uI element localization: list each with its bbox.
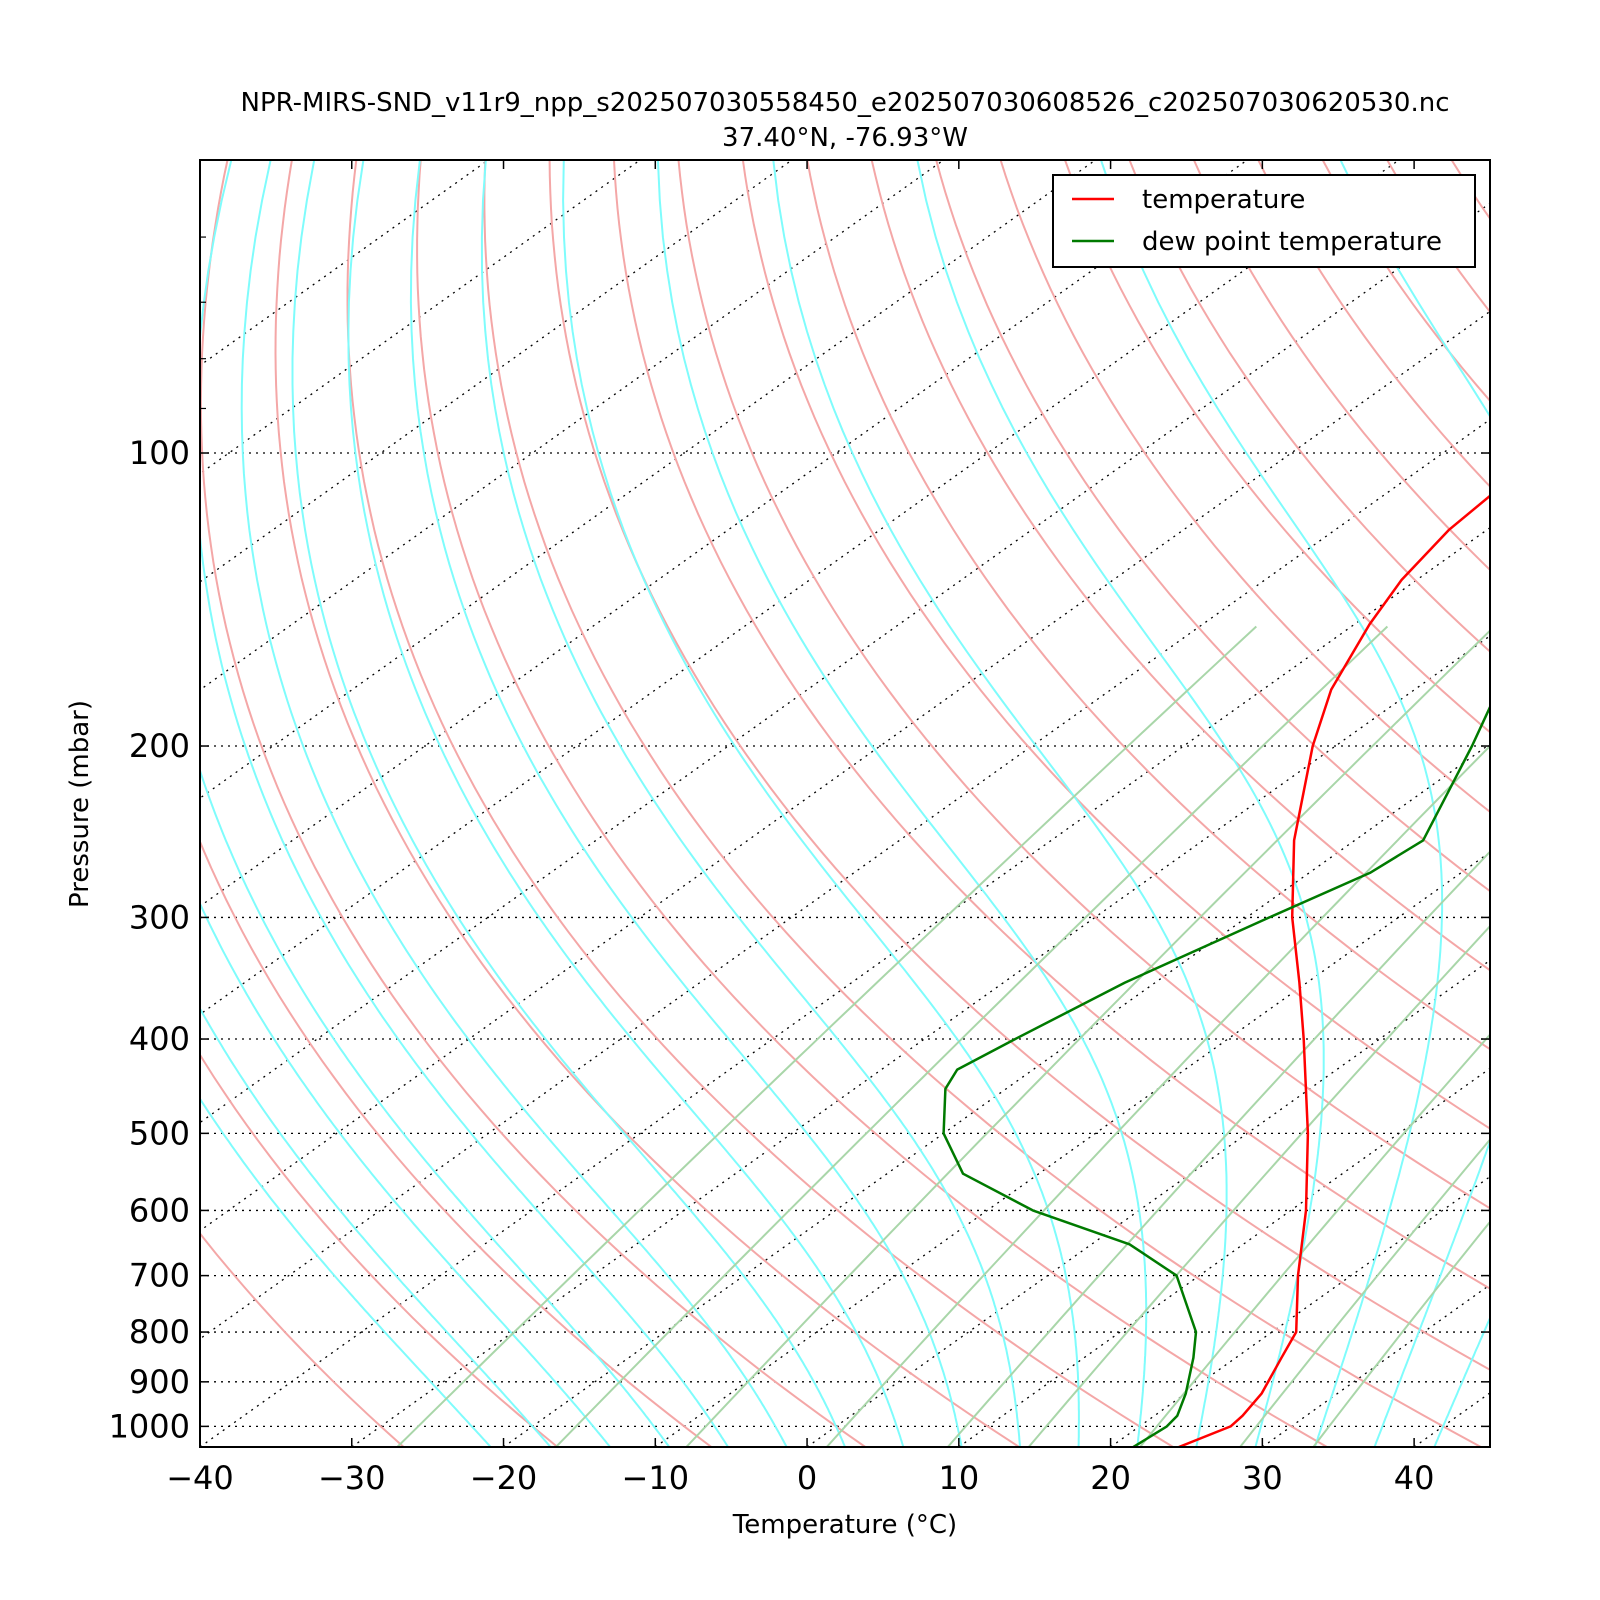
isotherm-line <box>200 160 1400 1016</box>
dry-adiabat-line <box>346 160 1174 1447</box>
dry-adiabat-line <box>806 160 1490 1051</box>
mixing-ratio-line <box>685 629 1490 1447</box>
isotherm-line <box>200 202 1490 1124</box>
moist-adiabat-line <box>1433 1315 1490 1447</box>
isotherm-line <box>200 160 944 691</box>
y-tick-label: 600 <box>129 1191 190 1229</box>
x-tick-label: 0 <box>797 1459 817 1497</box>
isotherm-line <box>200 160 641 475</box>
dewpoint-line <box>942 704 1490 1447</box>
moist-adiabat-line <box>291 160 846 1447</box>
mixing-ratio-line <box>1139 1033 1490 1447</box>
moist-adiabat-line <box>200 160 729 1447</box>
x-axis: −40 −30 −20 −10 0 10 20 30 40 <box>166 160 1434 1497</box>
temperature-line <box>1178 494 1490 1447</box>
dry-adiabats <box>200 160 1490 1447</box>
mixing-ratio-lines <box>396 625 1490 1447</box>
chart-subtitle: 37.40°N, -76.93°W <box>722 123 968 153</box>
dry-adiabat-line <box>1064 160 1490 734</box>
x-tick-label: 20 <box>1090 1459 1131 1497</box>
y-tick-label: 300 <box>129 898 190 936</box>
y-tick-label: 900 <box>129 1363 190 1401</box>
mixing-ratio-line <box>396 625 1257 1447</box>
x-tick-label: −10 <box>622 1459 690 1497</box>
dry-adiabat-line <box>200 160 866 1447</box>
moist-adiabat-line <box>916 160 1325 1447</box>
dry-adiabat-line <box>548 160 1490 1371</box>
moist-adiabat-line <box>200 1006 552 1447</box>
moist-adiabat-line <box>200 901 611 1447</box>
mixing-ratio-line <box>825 744 1490 1447</box>
dry-adiabat-line <box>999 160 1490 814</box>
y-axis-label: Pressure (mbar) <box>65 700 95 908</box>
moist-adiabat-line <box>562 160 1080 1447</box>
x-axis-label: Temperature (°C) <box>732 1510 957 1540</box>
dry-adiabat-line <box>1321 160 1490 403</box>
dry-adiabat-line <box>483 160 1482 1447</box>
dry-adiabat-line <box>741 160 1490 1130</box>
mixing-ratio-line <box>1239 1138 1490 1447</box>
dry-adiabat-line <box>935 160 1490 893</box>
dry-adiabat-line <box>200 1052 559 1447</box>
x-tick-label: −20 <box>470 1459 538 1497</box>
legend-box <box>1052 174 1476 268</box>
dry-adiabat-line <box>870 160 1490 972</box>
moist-adiabat-line <box>200 1097 492 1447</box>
moist-adiabat-line <box>772 160 1228 1447</box>
y-tick-label: 1000 <box>109 1407 190 1445</box>
dry-adiabat-line <box>1128 160 1490 653</box>
plot-frame <box>199 159 1491 1448</box>
legend: temperature dew point temperature <box>1052 174 1476 268</box>
moist-adiabat-line <box>1339 160 1490 1447</box>
dry-adiabat-line <box>274 160 1020 1447</box>
y-tick-label: 800 <box>129 1313 190 1351</box>
mixing-ratio-line <box>1027 924 1490 1447</box>
moist-adiabat-line <box>240 160 788 1447</box>
dry-adiabat-line <box>416 160 1328 1447</box>
mixing-ratio-line <box>1312 1220 1490 1447</box>
dry-adiabat-line <box>200 839 713 1447</box>
dry-adiabat-line <box>677 160 1490 1210</box>
dry-adiabat-line <box>613 160 1490 1290</box>
moist-adiabat-line <box>347 160 905 1447</box>
isotherm-line <box>200 160 1096 799</box>
y-tick-label: 200 <box>129 727 190 765</box>
moist-adiabat-line <box>409 160 963 1447</box>
mixing-ratio-line <box>555 625 1389 1447</box>
y-tick-label: 500 <box>129 1114 190 1152</box>
x-tick-label: −40 <box>166 1459 234 1497</box>
moist-adiabat-line <box>656 160 1148 1447</box>
data-series <box>942 494 1490 1447</box>
x-tick-label: −30 <box>318 1459 386 1497</box>
dry-adiabat-line <box>1192 160 1490 572</box>
moist-adiabat-line <box>200 767 671 1447</box>
chart-title: NPR-MIRS-SND_v11r9_npp_s202507030558450_… <box>241 88 1450 118</box>
moist-adiabat-line <box>1100 160 1444 1447</box>
isotherm-line <box>200 310 1490 1232</box>
y-tick-label: 100 <box>129 434 190 472</box>
plot-area <box>200 160 1490 1447</box>
y-axis: 100 200 300 400 500 600 700 800 900 1000 <box>109 236 1490 1445</box>
y-tick-label: 700 <box>129 1257 190 1295</box>
mixing-ratio-line <box>947 850 1490 1447</box>
legend-label-dewpoint: dew point temperature <box>1142 227 1442 257</box>
x-tick-label: 40 <box>1394 1459 1435 1497</box>
x-tick-label: 10 <box>938 1459 979 1497</box>
dry-adiabat-line <box>1257 160 1490 488</box>
x-tick-label: 30 <box>1242 1459 1283 1497</box>
y-tick-label: 400 <box>129 1020 190 1058</box>
legend-label-temperature: temperature <box>1142 185 1305 215</box>
